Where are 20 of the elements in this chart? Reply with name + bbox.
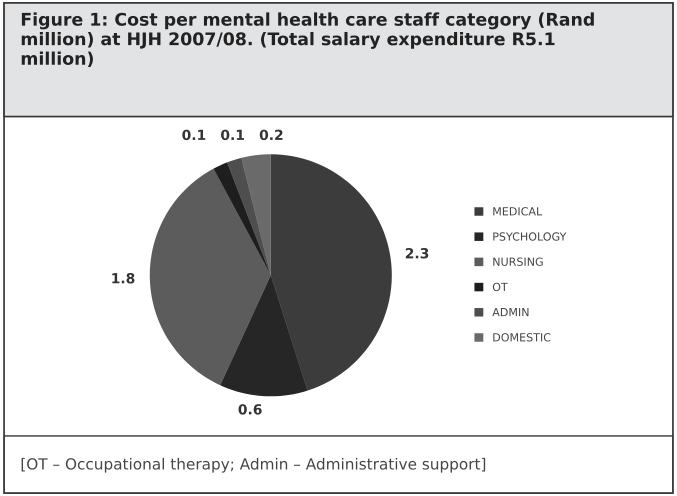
text: [OT – Occupational therapy; Admin – Administrative support] [22,458,486,473]
pie-slice [241,154,271,276]
pie-slice [227,158,271,276]
legend-label: DOMESTIC [493,333,550,342]
pie-slice [214,162,271,276]
pie-slice [270,154,392,391]
data-label: 0.1 [221,130,244,140]
pie-slice [220,275,308,396]
data-label: 0.2 [260,130,282,140]
legend-label: PSYCHOLOGY [493,232,566,241]
legend-label: MEDICAL [493,207,542,216]
data-label: 0.1 [182,130,206,140]
data-label: 1.8 [112,272,134,284]
data-label: 2.3 [406,248,428,259]
chart-title: Figure 1: Cost per mental health care staff category (Rand million) at HJH 2007/08. (Total salary expenditure R5.1 million) [22,12,594,68]
pie-slice [150,168,271,386]
legend-label: OT [492,282,508,292]
legend-label: NURSING [493,258,543,266]
data-label: 0.6 [238,404,262,415]
legend-label: ADMIN [492,308,528,316]
